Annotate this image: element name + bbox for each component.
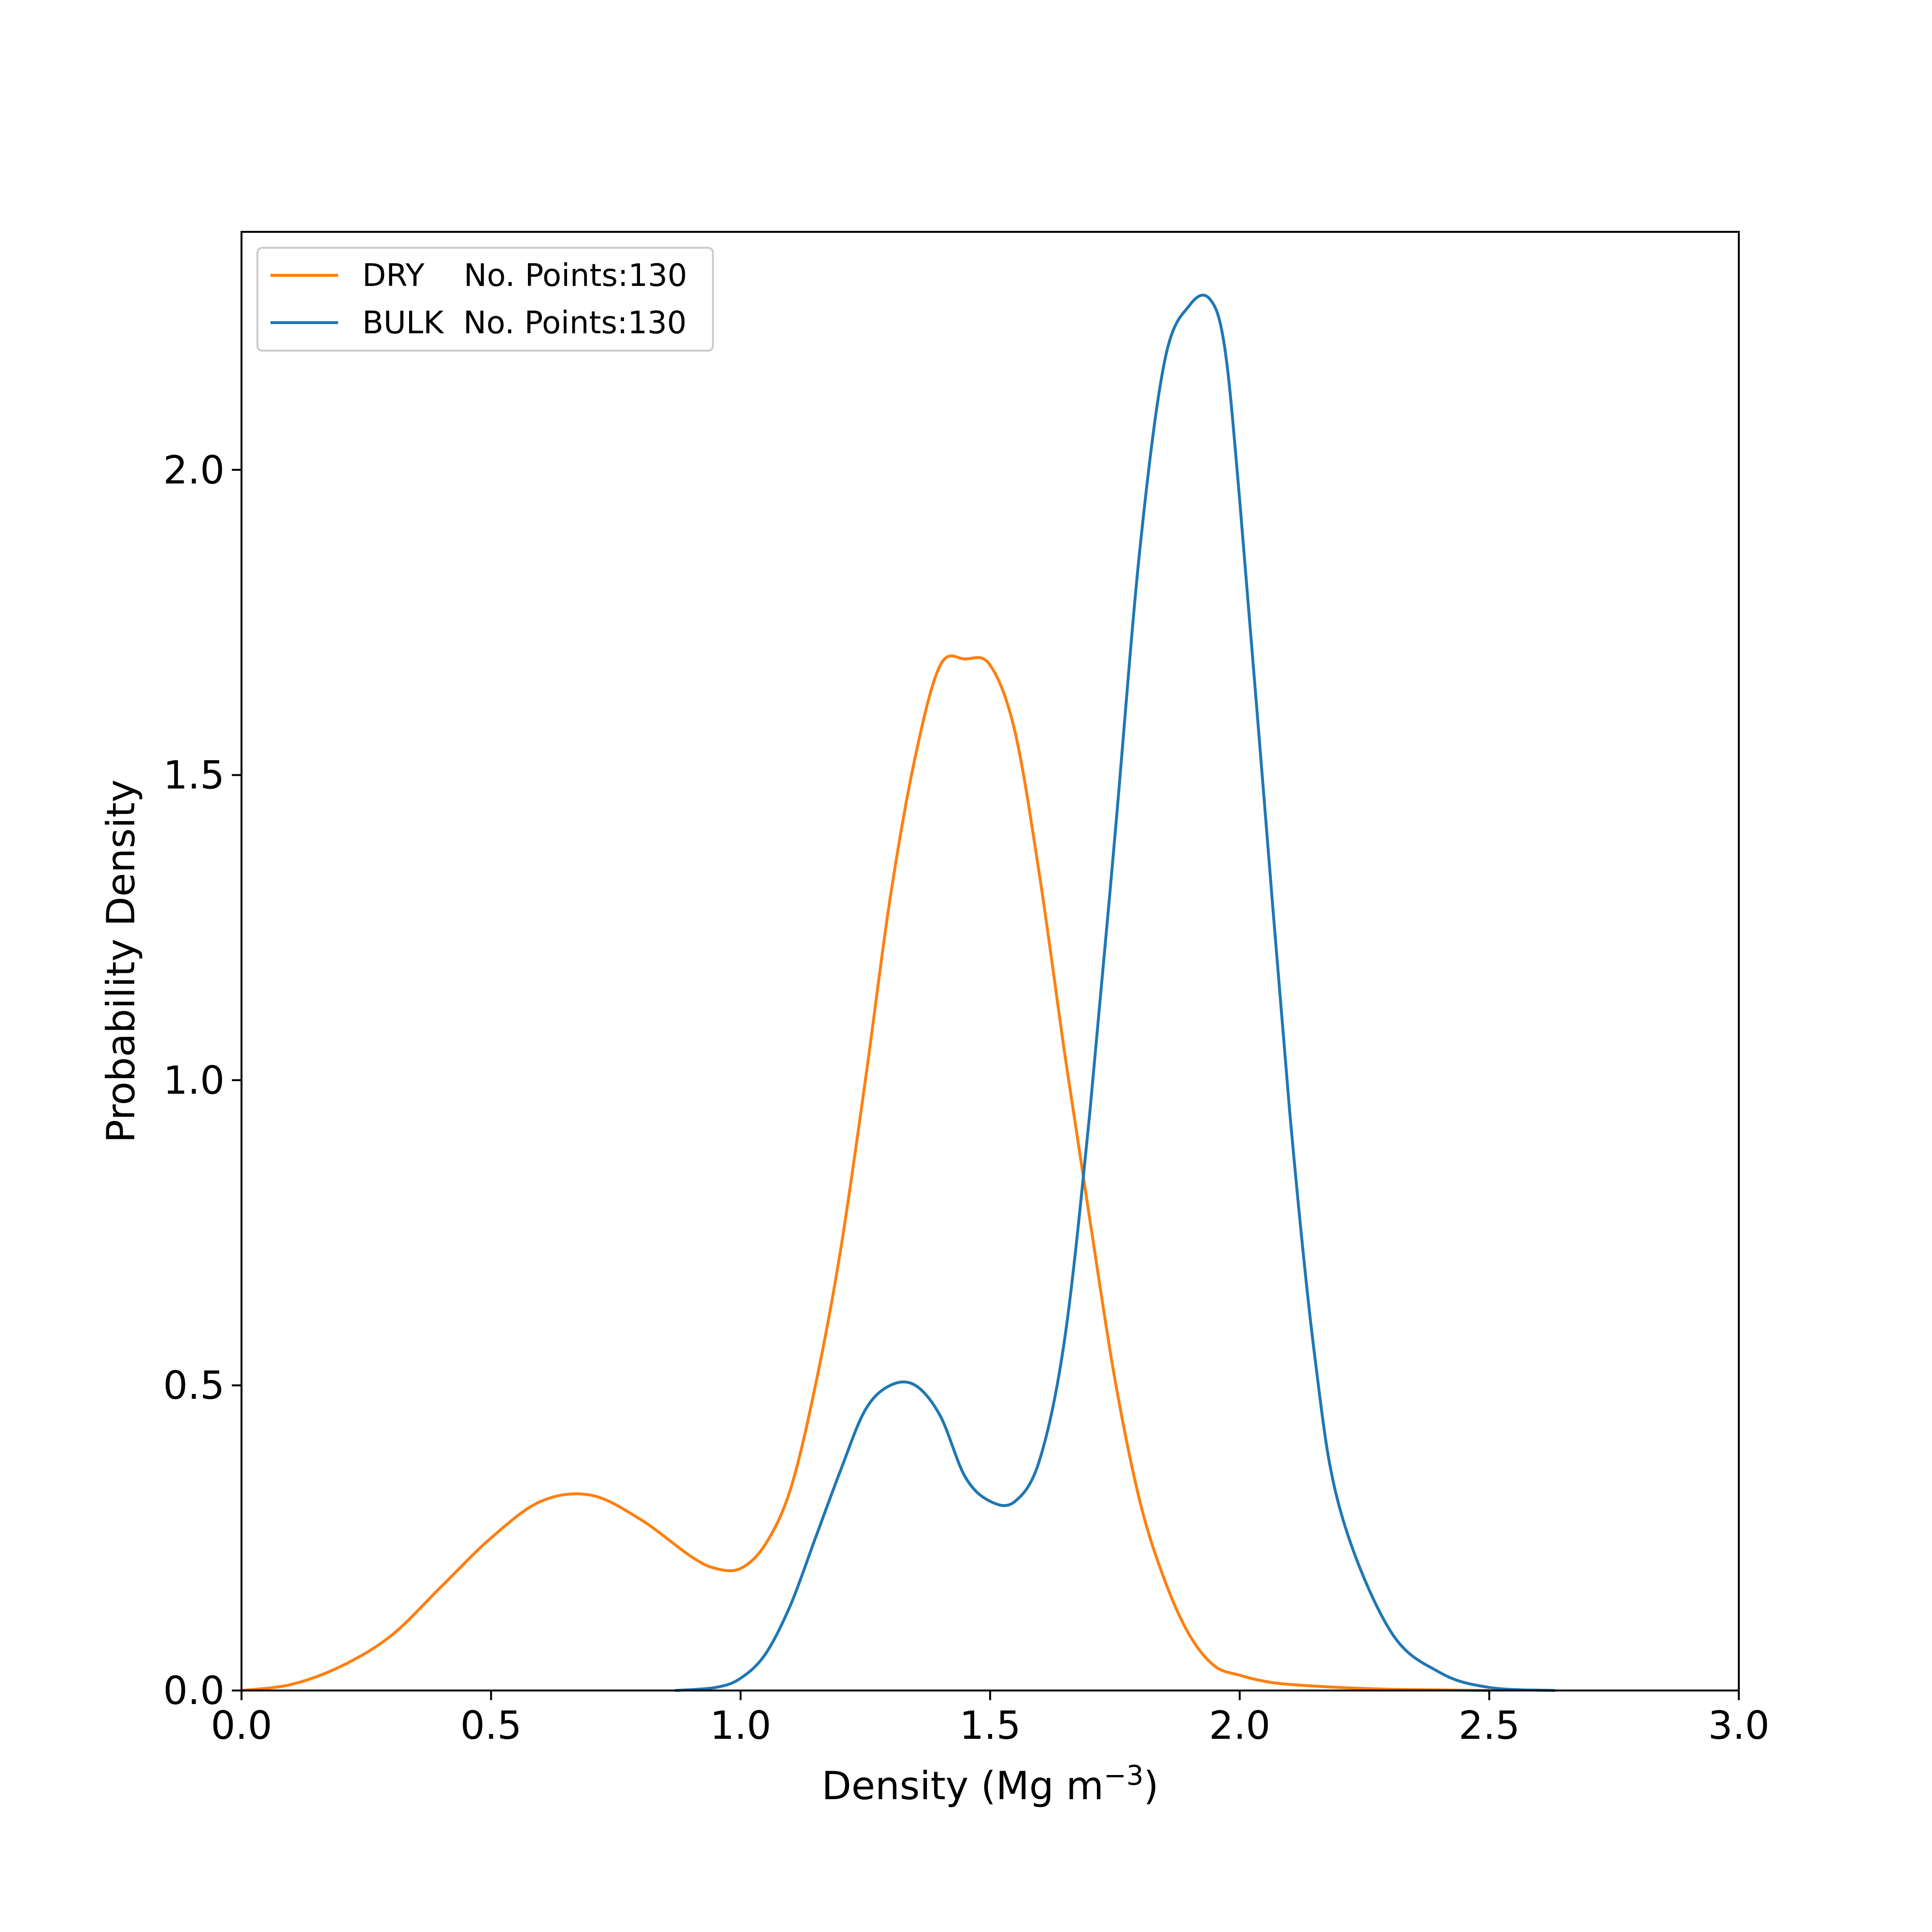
y-tick-label: 0.5 (163, 1363, 225, 1408)
x-tick-label: 0.0 (211, 1703, 272, 1748)
x-axis: 0.0 0.5 1.0 1.5 2.0 2.5 3.0 (211, 1690, 1770, 1748)
y-tick-label: 0.0 (163, 1668, 225, 1713)
legend-box (256, 247, 714, 352)
x-tick-label: 1.0 (710, 1703, 771, 1748)
legend-label-dry: DRY No. Points:130 (362, 258, 687, 294)
y-tick-label: 1.0 (163, 1058, 225, 1103)
x-axis-label-close: ) (1144, 1763, 1159, 1808)
x-tick-label: 2.0 (1209, 1703, 1270, 1748)
y-axis-label: Probability Density (99, 780, 143, 1143)
series-line-bulk (674, 294, 1556, 1692)
x-tick-label: 0.5 (460, 1703, 522, 1748)
x-tick-label: 3.0 (1708, 1703, 1769, 1748)
x-tick-label: 1.5 (959, 1703, 1021, 1748)
series-layer (240, 294, 1556, 1692)
series-line-dry (240, 654, 1491, 1692)
x-axis-label-superscript: −3 (1104, 1760, 1144, 1791)
x-axis-label: Density (Mg m−3) (822, 1760, 1159, 1808)
legend: DRY No. Points:130 BULK No. Points:130 (256, 247, 714, 352)
y-tick-label: 2.0 (163, 448, 225, 493)
x-tick-label: 2.5 (1459, 1703, 1520, 1748)
x-axis-label-main: Density (Mg m (822, 1763, 1104, 1808)
legend-label-bulk: BULK No. Points:130 (362, 305, 687, 341)
y-tick-label: 1.5 (163, 753, 225, 798)
y-axis: 0.0 0.5 1.0 1.5 2.0 (163, 448, 242, 1713)
